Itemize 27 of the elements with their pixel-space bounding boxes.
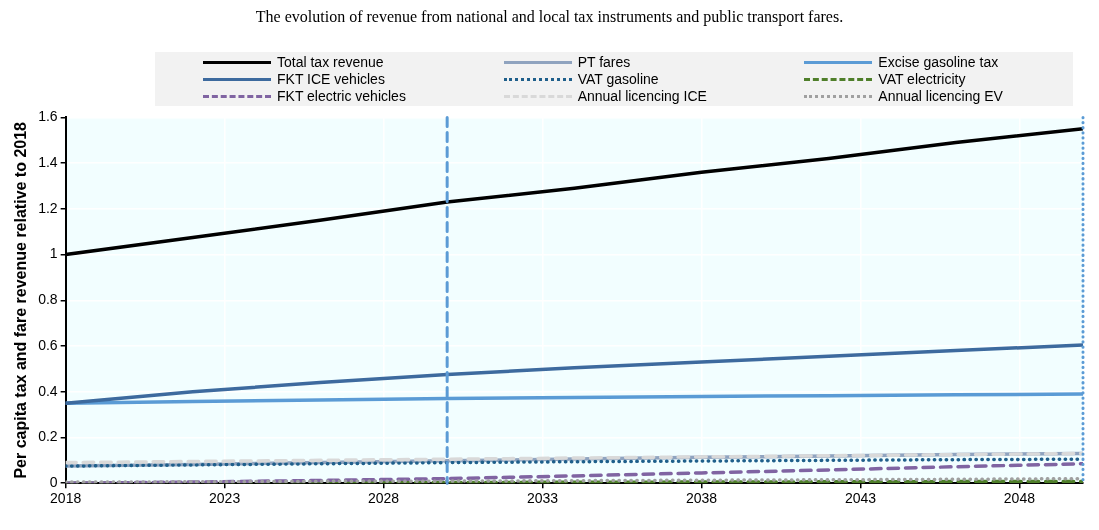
legend-label: FKT electric vehicles — [277, 88, 406, 104]
x-tick-label: 2023 — [209, 490, 241, 507]
y-tick-label: 0 — [49, 474, 58, 491]
y-tick-label: 0.8 — [38, 291, 58, 308]
legend-label: Excise gasoline tax — [878, 54, 999, 70]
legend-label: Annual licencing EV — [878, 88, 1003, 104]
chart-title: The evolution of revenue from national and local tax instruments and public transport fares. — [254, 8, 845, 28]
y-tick-label: 0.2 — [38, 428, 58, 445]
x-tick-label: 2043 — [844, 490, 877, 507]
x-tick-label: 2038 — [685, 490, 718, 507]
y-axis-title: Per capita tax and fare revenue relative to 2018 — [12, 121, 30, 479]
x-tick-label: 2033 — [526, 490, 559, 507]
legend-label: FKT ICE vehicles — [277, 71, 385, 87]
x-tick-label: 2048 — [1003, 490, 1036, 507]
y-tick-label: 1.4 — [38, 153, 58, 170]
legend-label: VAT gasoline — [577, 71, 659, 87]
y-tick-label: 1 — [49, 245, 58, 262]
legend-label: Total tax revenue — [277, 54, 384, 70]
legend-label: Annual licencing ICE — [577, 88, 707, 104]
x-tick-label: 2028 — [368, 490, 400, 507]
y-tick-label: 1.2 — [38, 199, 58, 216]
legend-label: PT fares — [577, 54, 631, 70]
y-tick-label: 1.6 — [38, 108, 58, 125]
y-tick-label: 0.4 — [38, 382, 58, 399]
legend-label: VAT electricity — [878, 71, 966, 87]
x-tick-label: 2018 — [50, 490, 82, 507]
y-tick-label: 0.6 — [38, 336, 58, 353]
